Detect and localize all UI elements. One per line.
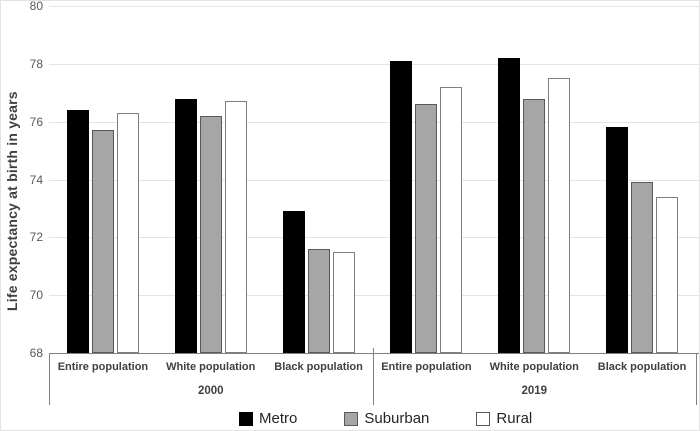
bar-rural-white-2019	[548, 78, 570, 353]
y-tick-label-76: 76	[29, 115, 43, 129]
legend-item-suburban: Suburban	[344, 410, 429, 427]
bar-suburban-black-2000	[308, 249, 330, 353]
bar-suburban-entire-2019	[415, 104, 437, 353]
category-label: White population	[489, 361, 579, 373]
gridline-y74	[49, 180, 699, 181]
gridline-y80	[49, 6, 699, 7]
bar-suburban-black-2019	[631, 182, 653, 353]
x-axis-line	[49, 353, 699, 354]
y-tick-label-68: 68	[29, 346, 43, 360]
y-tick-label-78: 78	[29, 57, 43, 71]
y-tick-label-80: 80	[29, 0, 43, 13]
legend-swatch-metro-icon	[239, 411, 253, 426]
bar-rural-white-2000	[225, 101, 247, 353]
bar-rural-entire-2000	[117, 113, 139, 353]
category-label: Black population	[597, 361, 687, 373]
gridline-y76	[49, 122, 699, 123]
axis-group-divider	[49, 353, 50, 405]
y-axis-title: Life expectancy at birth in years	[4, 91, 20, 311]
legend-item-metro: Metro	[239, 410, 297, 427]
legend-swatch-suburban-icon	[344, 411, 359, 426]
bar-metro-white-2000	[175, 99, 197, 353]
year-label-2000: 2000	[197, 385, 224, 397]
gridline-y70	[49, 295, 699, 296]
axis-group-divider	[696, 353, 697, 405]
legend-label: Suburban	[364, 410, 430, 427]
gridline-y72	[49, 237, 699, 238]
legend-item-rural: Rural	[476, 410, 532, 427]
bar-suburban-entire-2000	[92, 130, 114, 353]
bar-rural-black-2000	[333, 252, 355, 353]
bar-suburban-white-2000	[200, 116, 222, 353]
bar-metro-entire-2000	[67, 110, 89, 353]
bar-metro-black-2019	[606, 127, 628, 353]
bar-rural-entire-2019	[440, 87, 462, 353]
bar-suburban-white-2019	[523, 99, 545, 353]
y-tick-label-72: 72	[29, 230, 43, 244]
category-label: White population	[166, 361, 256, 373]
axis-group-divider	[373, 348, 374, 405]
bar-metro-white-2019	[498, 58, 520, 353]
bar-metro-entire-2019	[390, 61, 412, 353]
gridline-y78	[49, 64, 699, 65]
category-label: Entire population	[381, 361, 472, 373]
y-tick-label-70: 70	[29, 288, 43, 302]
category-label: Entire population	[57, 361, 149, 373]
legend-label: Rural	[496, 410, 533, 427]
category-label: Black population	[274, 361, 363, 373]
legend-swatch-rural-icon	[476, 411, 491, 426]
legend-label: Metro	[259, 410, 298, 427]
y-tick-label-74: 74	[29, 173, 43, 187]
bar-rural-black-2019	[656, 197, 678, 353]
bar-metro-black-2000	[283, 211, 305, 353]
year-label-2019: 2019	[521, 385, 548, 397]
chart-legend: Metro Suburban Rural	[239, 410, 532, 427]
